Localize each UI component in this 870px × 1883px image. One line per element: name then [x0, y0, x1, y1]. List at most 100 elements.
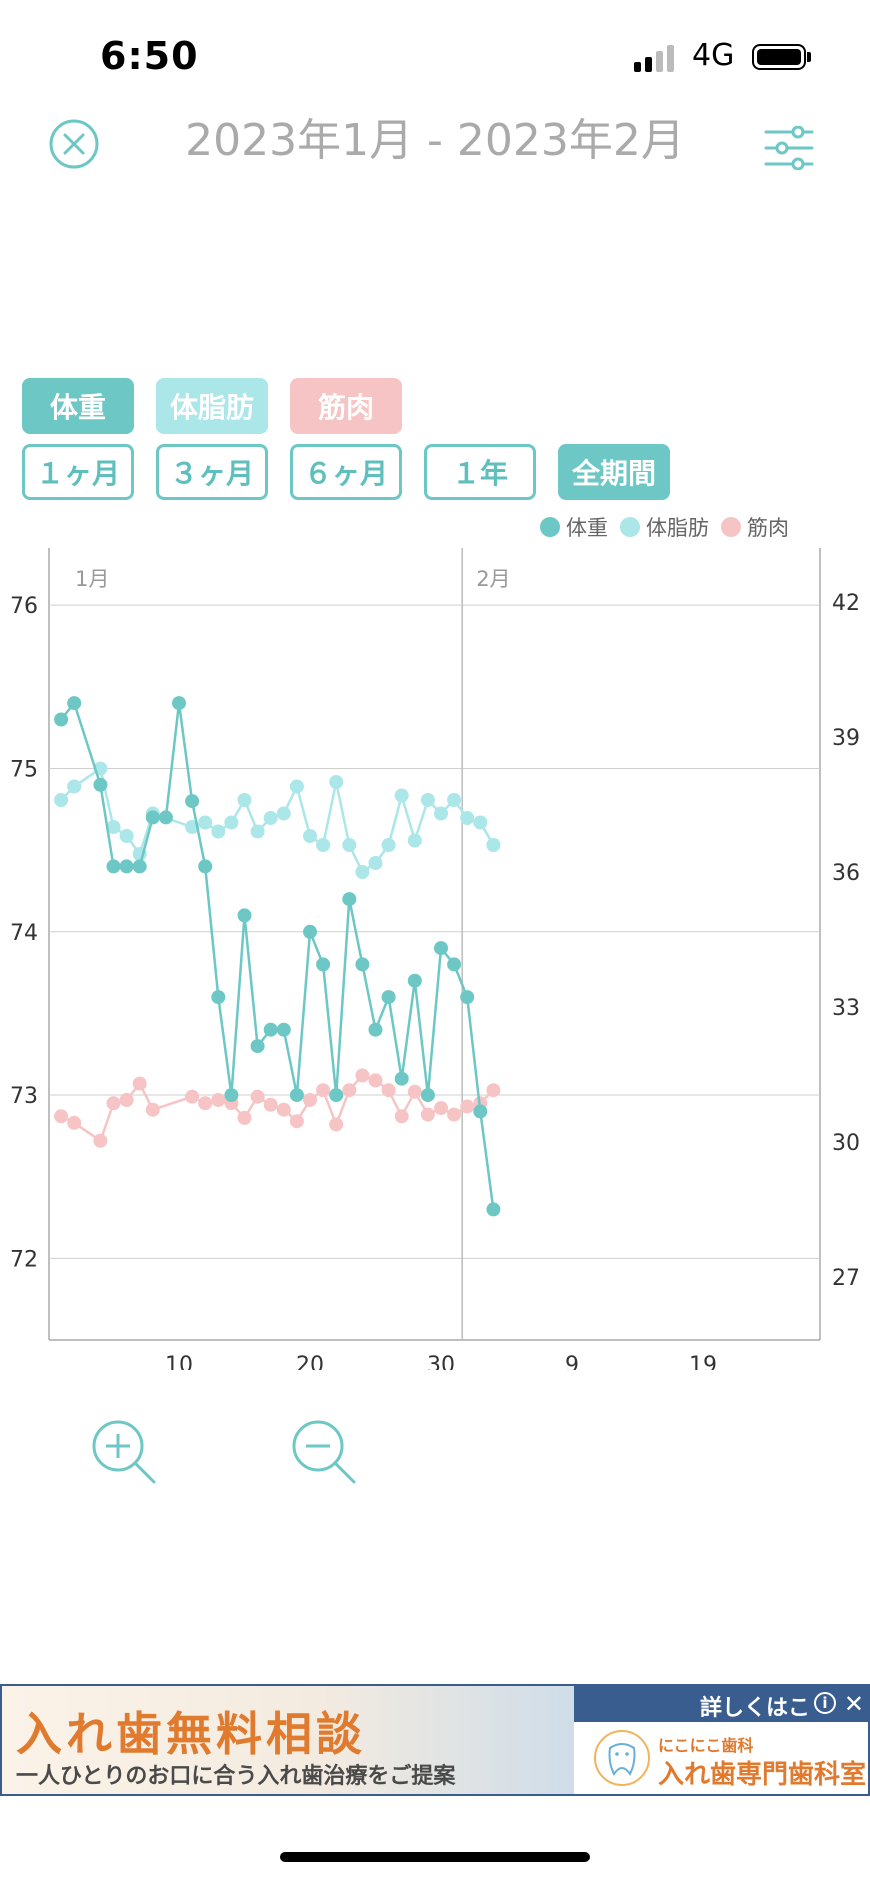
data-point-body-fat	[473, 815, 488, 830]
ad-close-icon[interactable]: ✕	[843, 1690, 864, 1718]
legend-muscle: 筋肉	[721, 512, 789, 542]
ad-clinic-label: にこにこ歯科	[658, 1736, 754, 1755]
data-point-body-fat	[447, 793, 462, 807]
data-point-weight	[420, 1088, 435, 1103]
month-label: 1月	[75, 567, 109, 591]
data-point-body-fat	[434, 806, 448, 821]
data-point-muscle	[54, 1109, 69, 1124]
data-point-weight	[394, 1071, 409, 1086]
data-point-weight	[434, 941, 448, 956]
data-point-weight	[447, 957, 462, 972]
zoom-in-icon	[92, 1420, 156, 1484]
zoom-in-button[interactable]	[90, 1418, 160, 1488]
data-point-weight	[224, 1088, 239, 1103]
data-point-weight	[276, 1022, 291, 1037]
toggle-body-fat[interactable]: 体脂肪	[156, 378, 268, 434]
y-left-tick-label: 74	[10, 921, 38, 946]
data-point-weight	[145, 810, 160, 825]
data-point-body-fat	[342, 838, 357, 852]
signal-icon	[634, 44, 678, 72]
data-point-muscle	[93, 1133, 108, 1148]
data-point-weight	[342, 892, 357, 907]
data-point-body-fat	[211, 824, 226, 839]
data-point-muscle	[303, 1093, 317, 1107]
page-title: 2023年1月 - 2023年2月	[185, 115, 685, 166]
data-point-body-fat	[460, 811, 475, 825]
data-point-weight	[132, 859, 147, 874]
data-point-weight	[67, 696, 82, 711]
ad-subtext: 一人ひとりのお口に合う入れ歯治療をご提案	[16, 1764, 456, 1789]
data-point-weight	[368, 1022, 383, 1037]
close-button[interactable]	[48, 118, 100, 170]
data-point-weight	[158, 810, 173, 825]
data-point-muscle	[434, 1101, 448, 1116]
status-time: 6:50	[100, 34, 199, 78]
data-point-weight	[473, 1104, 488, 1119]
data-point-weight	[407, 973, 422, 988]
data-point-body-fat	[67, 779, 82, 794]
ad-banner[interactable]: 入れ歯無料相談 一人ひとりのお口に合う入れ歯治療をご提案 詳しくはこ i ✕ に…	[0, 1684, 870, 1796]
data-point-muscle	[237, 1110, 252, 1125]
y-left-tick-label: 73	[10, 1084, 38, 1109]
data-point-muscle	[329, 1117, 344, 1132]
ad-right-panel: 詳しくはこ i ✕ にこにこ歯科 入れ歯専門歯科室	[574, 1686, 868, 1794]
data-point-muscle	[420, 1107, 435, 1122]
data-point-weight	[211, 990, 226, 1005]
data-point-body-fat	[394, 788, 409, 803]
data-point-muscle	[185, 1089, 200, 1104]
period-1-month[interactable]: １ヶ月	[22, 444, 134, 500]
data-point-body-fat	[106, 820, 121, 834]
data-point-muscle	[342, 1083, 357, 1098]
weight-chart[interactable]: 76 75 74 73 72 42 39 36 33 30 27 1月 2月 10 20 30 9 19	[0, 540, 870, 1370]
data-point-body-fat	[198, 815, 213, 830]
y-left-tick-label: 76	[10, 594, 38, 619]
data-point-muscle	[145, 1102, 160, 1117]
ad-left-panel: 入れ歯無料相談 一人ひとりのお口に合う入れ歯治療をご提案	[2, 1686, 574, 1794]
x-tick-label: 30	[427, 1353, 455, 1370]
y-right-tick-label: 36	[832, 861, 860, 886]
y-left-tick-label: 72	[10, 1247, 38, 1272]
y-right-tick-label: 33	[832, 996, 860, 1021]
data-point-weight	[54, 712, 69, 727]
status-bar: 6:50 4G	[0, 0, 870, 110]
ad-clinic-name: 入れ歯専門歯科室	[658, 1760, 867, 1790]
data-point-muscle	[460, 1099, 475, 1114]
ad-info-icon[interactable]: i	[814, 1692, 836, 1714]
x-tick-label: 19	[689, 1353, 717, 1370]
y-left-tick-label: 75	[10, 757, 38, 782]
data-point-body-fat	[316, 838, 331, 852]
battery-icon	[752, 44, 806, 70]
network-label: 4G	[692, 38, 735, 73]
data-point-muscle	[486, 1083, 501, 1098]
legend-weight: 体重	[540, 512, 608, 542]
data-point-weight	[303, 924, 317, 939]
toggle-weight[interactable]: 体重	[22, 378, 134, 434]
zoom-out-button[interactable]	[290, 1418, 360, 1488]
sliders-icon	[764, 125, 814, 171]
period-3-months[interactable]: ３ヶ月	[156, 444, 268, 500]
data-point-muscle	[106, 1096, 121, 1111]
toggle-muscle[interactable]: 筋肉	[290, 378, 402, 434]
data-point-weight	[329, 1088, 344, 1103]
data-point-body-fat	[119, 829, 134, 843]
period-6-months[interactable]: ６ヶ月	[290, 444, 402, 500]
data-point-weight	[355, 957, 370, 972]
data-point-body-fat	[355, 865, 370, 879]
ad-headline: 入れ歯無料相談	[16, 1707, 366, 1761]
ad-more-link[interactable]: 詳しくはこ	[699, 1696, 810, 1721]
period-1-year[interactable]: １年	[424, 444, 536, 500]
data-point-weight	[316, 957, 331, 972]
data-point-muscle	[394, 1109, 409, 1124]
data-point-weight	[486, 1202, 501, 1217]
y-right-tick-label: 27	[832, 1266, 860, 1291]
period-all[interactable]: 全期間	[558, 444, 670, 500]
data-point-muscle	[132, 1076, 147, 1091]
filter-button[interactable]	[764, 125, 814, 171]
data-point-body-fat	[486, 838, 501, 852]
data-point-weight	[250, 1039, 265, 1054]
data-point-body-fat	[329, 775, 344, 789]
data-point-muscle	[276, 1102, 291, 1117]
zoom-out-icon	[292, 1420, 356, 1484]
data-point-muscle	[289, 1114, 304, 1129]
home-indicator[interactable]	[280, 1852, 590, 1862]
